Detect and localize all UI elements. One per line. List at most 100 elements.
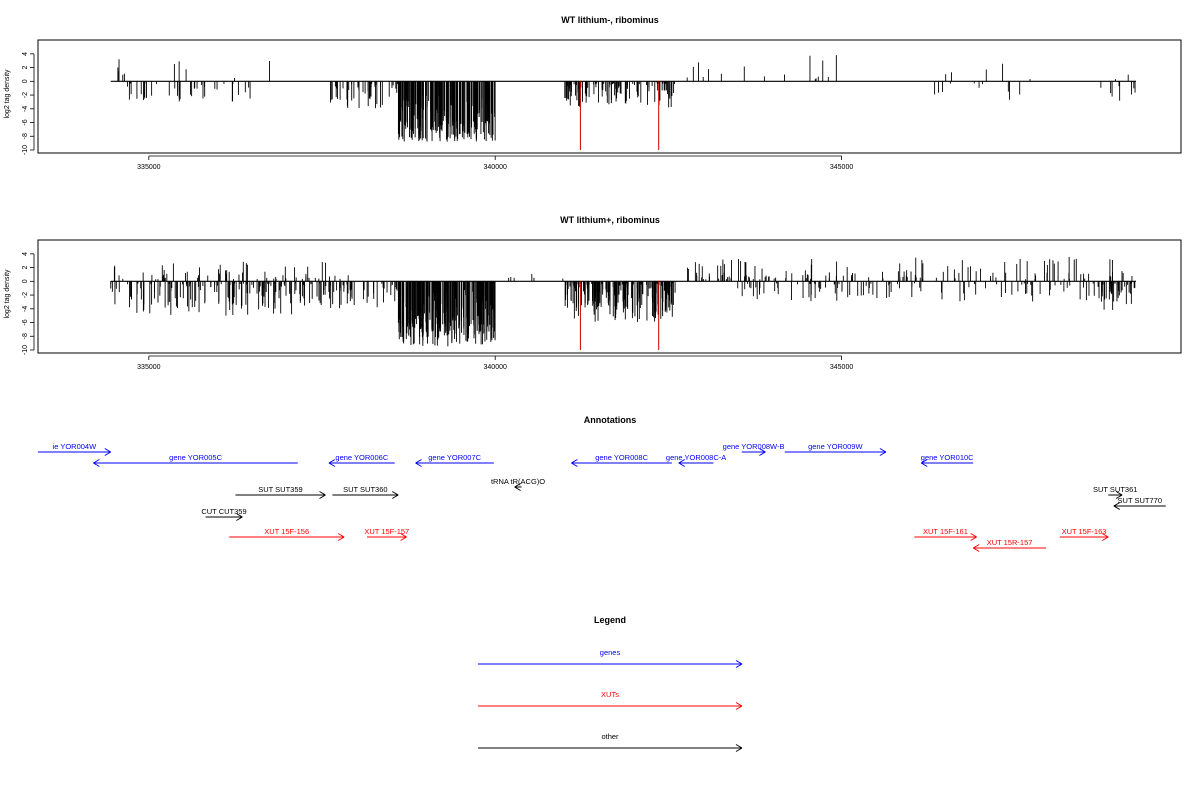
annotations-track: Annotations ie YOR004W gene YOR005C gene Y… [38, 415, 1166, 552]
panel-wt-lithium-minus: WT lithium-, ribominus log2 tag density … [4, 15, 1182, 171]
x-tick-label: 335000 [137, 364, 160, 371]
annotation-feature: SUT SUT770 [1113, 496, 1166, 510]
feature-arrow [328, 459, 395, 467]
feature-arrow [38, 448, 111, 456]
legend-label: other [601, 732, 619, 741]
feature-arrow [205, 513, 243, 521]
feature-arrow [914, 533, 977, 541]
y-tick-label: -6 [22, 319, 29, 325]
y-axis-label: log2 tag density [4, 269, 11, 319]
annotation-feature: gene YOR005C [93, 453, 298, 467]
y-tick-label: -4 [22, 106, 29, 112]
feature-label: XUT 15F-156 [264, 527, 309, 536]
feature-arrow [1108, 491, 1123, 499]
annotation-feature: XUT 15R-157 [972, 538, 1046, 552]
feature-arrow [741, 448, 766, 456]
plot-frame [37, 239, 1182, 354]
panel-wt-lithium-plus: WT lithium+, ribominus log2 tag density … [4, 215, 1182, 371]
bar-series [110, 55, 1136, 150]
feature-label: gene YOR008C-A [666, 453, 726, 462]
legend: Legend genes XUTs other [478, 615, 743, 752]
feature-arrow [229, 533, 345, 541]
y-tick-label: 2 [22, 66, 29, 70]
legend-label: XUTs [601, 690, 619, 699]
feature-label: gene YOR006C [335, 453, 388, 462]
annotation-feature: gene YOR009W [784, 442, 887, 456]
legend-title: Legend [594, 615, 626, 625]
feature-arrow [93, 459, 298, 467]
y-tick-label: 4 [22, 52, 29, 56]
feature-arrow [1113, 502, 1166, 510]
feature-arrow [678, 459, 714, 467]
annotation-feature: ie YOR004W [38, 442, 111, 456]
annotation-feature: SUT SUT361 [1093, 485, 1137, 499]
annotation-feature: gene YOR010C [921, 453, 974, 467]
feature-label: gene YOR005C [169, 453, 222, 462]
annotation-feature: gene YOR007C [415, 453, 494, 467]
feature-label: gene YOR008C [595, 453, 648, 462]
y-tick-label: -10 [22, 145, 29, 155]
annotation-feature: gene YOR008C [571, 453, 672, 467]
feature-label: gene YOR007C [428, 453, 481, 462]
feature-arrow [332, 491, 399, 499]
feature-arrow [920, 459, 974, 467]
x-tick-label: 340000 [484, 364, 507, 371]
annotation-feature: XUT 15F-157 [364, 527, 409, 541]
legend-entry-gene: genes [478, 648, 743, 668]
y-tick-label: -8 [22, 133, 29, 139]
legend-entry-other: other [478, 732, 743, 752]
feature-label: ie YOR004W [53, 442, 98, 451]
annotation-feature: gene YOR008W-B [723, 442, 785, 456]
feature-arrow [367, 533, 407, 541]
feature-label: SUT SUT361 [1093, 485, 1137, 494]
y-tick-label: -2 [22, 292, 29, 298]
feature-arrow [235, 491, 326, 499]
feature-label: gene YOR008W-B [723, 442, 785, 451]
annotations-title: Annotations [584, 415, 637, 425]
feature-label: CUT CUT359 [201, 507, 246, 516]
axes: 335000 340000 345000 4 2 0 -2 -4 -6 -8 -10 [22, 252, 853, 371]
x-tick-label: 345000 [830, 164, 853, 171]
y-axis-label: log2 tag density [4, 69, 11, 119]
panel-title: WT lithium+, ribominus [560, 215, 660, 225]
feature-label: XUT 15F-157 [364, 527, 409, 536]
annotation-feature: XUT 15F-156 [229, 527, 345, 541]
x-tick-label: 345000 [830, 364, 853, 371]
annotation-features: ie YOR004W gene YOR005C gene YOR006C gene Y… [38, 442, 1166, 552]
feature-label: XUT 15R-157 [987, 538, 1033, 547]
annotation-feature: CUT CUT359 [201, 507, 247, 521]
y-tick-label: 0 [22, 279, 29, 283]
y-tick-label: -6 [22, 119, 29, 125]
y-tick-label: 4 [22, 252, 29, 256]
plot-frame [37, 39, 1182, 154]
feature-arrow [1059, 533, 1109, 541]
feature-label: SUT SUT359 [258, 485, 302, 494]
annotation-feature: SUT SUT360 [332, 485, 399, 499]
x-tick-label: 340000 [484, 164, 507, 171]
y-tick-label: -8 [22, 333, 29, 339]
bar-series [110, 256, 1136, 350]
feature-label: SUT SUT770 [1118, 496, 1162, 505]
feature-label: XUT 15F-161 [923, 527, 968, 536]
annotation-feature: gene YOR008C-A [666, 453, 726, 467]
y-tick-label: 0 [22, 79, 29, 83]
y-tick-label: -10 [22, 345, 29, 355]
panel-title: WT lithium-, ribominus [561, 15, 659, 25]
feature-arrow [415, 459, 494, 467]
feature-label: SUT SUT360 [343, 485, 387, 494]
y-tick-label: -4 [22, 306, 29, 312]
feature-arrow [784, 448, 887, 456]
feature-arrow [514, 483, 522, 491]
feature-label: XUT 15F-163 [1062, 527, 1107, 536]
feature-label: gene YOR010C [921, 453, 974, 462]
y-tick-label: 2 [22, 266, 29, 270]
annotation-feature: tRNA tR(ACG)O [491, 477, 545, 491]
x-tick-label: 335000 [137, 164, 160, 171]
legend-arrow [478, 660, 743, 668]
feature-label: gene YOR009W [808, 442, 863, 451]
annotation-feature: XUT 15F-161 [914, 527, 977, 541]
annotation-feature: SUT SUT359 [235, 485, 326, 499]
legend-entry-xut: XUTs [478, 690, 743, 710]
